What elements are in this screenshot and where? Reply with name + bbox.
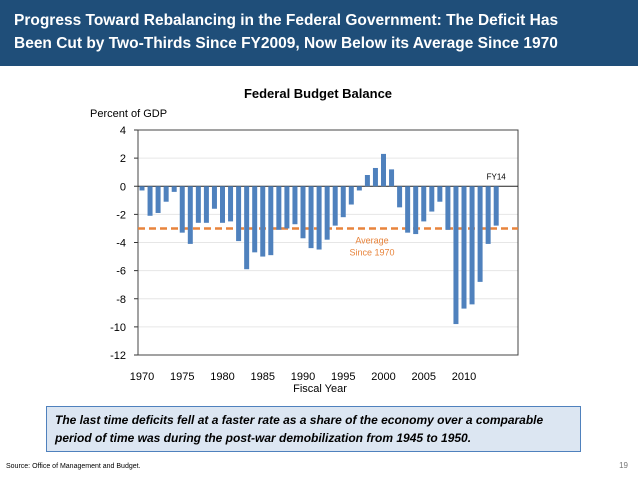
y-tick-label: 2 (120, 153, 126, 165)
callout-line2: period of time was during the post-war d… (55, 431, 472, 445)
bar-1977 (195, 186, 201, 223)
bar-1973 (163, 186, 169, 202)
bar-2006 (429, 186, 435, 212)
bar-1993 (324, 186, 330, 240)
bar-1988 (284, 186, 290, 229)
bar-2008 (445, 186, 451, 230)
bar-1996 (348, 186, 354, 205)
bar-2013 (485, 186, 491, 244)
bar-1975 (179, 186, 185, 233)
bar-1971 (147, 186, 153, 216)
bar-2011 (469, 186, 475, 305)
bar-1976 (187, 186, 193, 244)
slide-header: Progress Toward Rebalancing in the Feder… (0, 0, 638, 66)
y-tick-label: 0 (120, 181, 126, 193)
bar-1987 (276, 186, 282, 230)
y-tick-label: -12 (110, 350, 126, 362)
bar-1999 (372, 167, 378, 187)
budget-balance-chart: Federal Budget Balance Percent of GDP Fi… (90, 86, 519, 395)
bar-1990 (300, 186, 306, 239)
bar-1991 (308, 186, 314, 249)
average-label-line1: Average (355, 235, 388, 245)
bar-1994 (332, 186, 338, 226)
bar-1985 (260, 186, 266, 257)
bar-2007 (437, 186, 443, 202)
y-tick-label: -8 (116, 294, 126, 306)
bar-1980 (220, 186, 225, 223)
x-tick-label: 1980 (210, 371, 234, 383)
bar-1998 (364, 175, 370, 187)
bar-2001 (389, 169, 395, 187)
slide-title-line1: Progress Toward Rebalancing in the Feder… (14, 12, 559, 29)
x-tick-label: 2000 (371, 371, 395, 383)
page-number: 19 (619, 461, 628, 470)
x-tick-label: 1975 (170, 371, 194, 383)
y-tick-label: -2 (116, 209, 126, 221)
bar-1986 (268, 186, 274, 256)
bar-2004 (413, 186, 419, 235)
y-tick-label: -6 (116, 266, 126, 278)
x-tick-label: 2010 (452, 371, 476, 383)
y-tick-label: 4 (120, 125, 126, 137)
bar-1983 (244, 186, 250, 270)
bar-2003 (405, 186, 411, 233)
plot-frame (137, 129, 519, 356)
y-tick-label: -4 (116, 238, 126, 250)
bar-2002 (397, 186, 403, 208)
x-tick-label: 2005 (412, 371, 436, 383)
bar-2012 (477, 186, 483, 282)
bar-1989 (292, 186, 298, 225)
bar-1974 (171, 186, 177, 192)
x-tick-label: 1990 (291, 371, 315, 383)
x-tick-label: 1970 (130, 371, 154, 383)
bar-2005 (421, 186, 427, 222)
bar-2010 (461, 186, 467, 309)
x-axis-label: Fiscal Year (293, 383, 347, 395)
callout-line1: The last time deficits fell at a faster … (55, 413, 544, 427)
bar-1978 (203, 186, 209, 223)
bar-1982 (236, 186, 242, 242)
bar-1970 (139, 186, 145, 191)
x-tick-label: 1995 (331, 371, 355, 383)
bar-1979 (211, 186, 217, 209)
average-label-line2: Since 1970 (349, 247, 394, 257)
bar-1992 (316, 186, 322, 250)
bar-2000 (381, 153, 386, 187)
bar-1972 (155, 186, 161, 213)
bar-1981 (228, 186, 234, 222)
chart-title: Federal Budget Balance (244, 86, 392, 101)
source-note: Source: Office of Management and Budget. (6, 463, 141, 470)
x-tick-label: 1985 (251, 371, 275, 383)
slide-title-line2: Been Cut by Two-Thirds Since FY2009, Now… (14, 35, 558, 52)
bar-1995 (340, 186, 346, 218)
callout-box: The last time deficits fell at a faster … (46, 406, 581, 452)
y-axis-label: Percent of GDP (90, 108, 167, 120)
bar-2014 (493, 186, 499, 226)
bar-1984 (252, 186, 258, 253)
y-tick-label: -10 (110, 322, 126, 334)
bar-1997 (356, 186, 362, 191)
fy14-annotation: FY14 (487, 172, 507, 181)
bar-2009 (453, 186, 459, 325)
